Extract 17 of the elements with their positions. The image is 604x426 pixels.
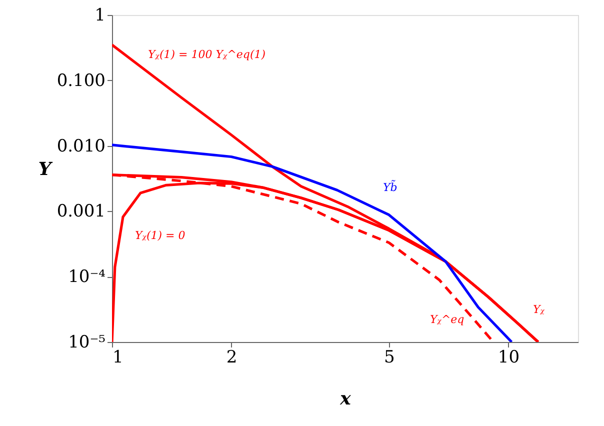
x-tick-label: 5 — [384, 348, 395, 368]
y-axis-title: Y — [38, 159, 54, 180]
x-tick-label: 1 — [112, 348, 124, 368]
y-tick-label: 1 — [94, 6, 106, 26]
annotation: Yb̃ — [383, 180, 398, 194]
x-axis-title: x — [339, 388, 352, 410]
x-tick-label: 2 — [226, 348, 238, 368]
annotation: Yᵪ(1) = 100 Yᵪ^eq(1) — [148, 48, 266, 61]
y-tick-label: 0.001 — [56, 202, 106, 222]
x-tick-label: 10 — [498, 348, 520, 368]
y-tick-label: 0.010 — [56, 136, 106, 156]
annotation: Yᵪ(1) = 0 — [135, 229, 186, 242]
y-tick-label: 0.100 — [56, 70, 106, 91]
y-tick-label: 10⁻⁴ — [68, 267, 106, 288]
annotation: Yᵪ^eq — [430, 313, 464, 326]
y-tick-label: 10⁻⁵ — [68, 332, 106, 352]
annotation: Yᵪ — [533, 303, 546, 316]
